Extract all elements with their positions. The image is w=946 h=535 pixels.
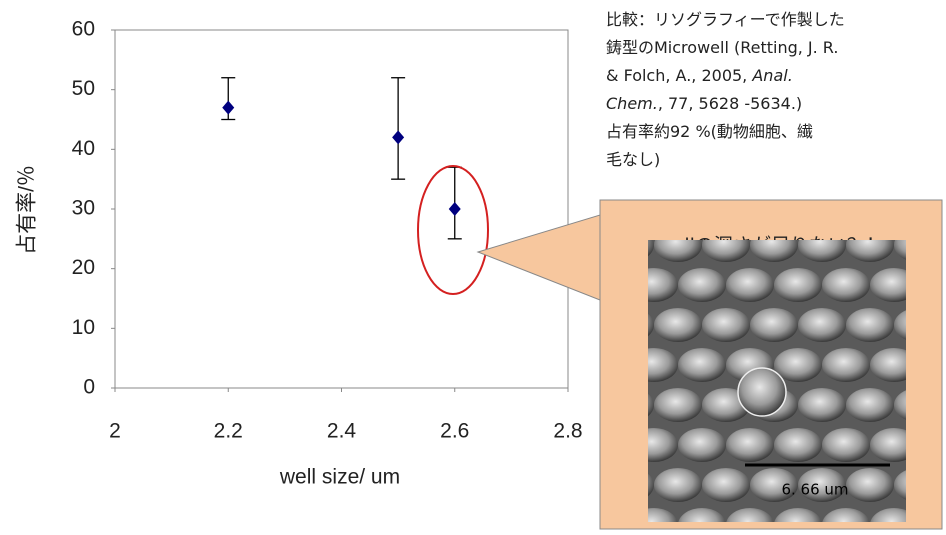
highlight-ellipse	[417, 165, 489, 295]
callout-pointer	[476, 214, 601, 301]
annotation-text: Anal.	[751, 66, 792, 85]
x-tick-label: 2.4	[327, 420, 357, 443]
y-axis-label: 占有率/％	[16, 165, 39, 255]
plot: 0 10 20 30 40 50 60 2 2.2 2.4 2.6 2.8	[72, 18, 583, 443]
y-tick-label: 40	[72, 137, 95, 160]
y-tick-label: 60	[72, 18, 95, 41]
annotation-text: , 77, 5628 -5634.)	[658, 94, 802, 113]
x-axis-label: well size/ um	[279, 466, 400, 489]
annotation-text: Chem.	[606, 94, 658, 113]
y-tick-label: 30	[72, 197, 95, 220]
x-tick-label: 2.8	[553, 420, 582, 443]
annotation-text: 鋳型のMicrowell (Retting, J. R.	[606, 38, 838, 57]
y-tick-label: 20	[72, 256, 95, 279]
sem-image: 6. 66 um	[648, 240, 906, 522]
error-bar	[391, 77, 406, 180]
point	[392, 130, 405, 145]
callout: wellの深さが足りない？！ 6. 66 um	[476, 199, 943, 530]
plot-frame	[114, 29, 569, 389]
scale-label: 6. 66 um	[781, 481, 848, 499]
annotation-text: & Folch, A., 2005,	[606, 66, 752, 85]
annotation: 比較：リソグラフィーで作製した鋳型のMicrowell (Retting, J.…	[606, 10, 845, 169]
y-tick-label: 50	[72, 77, 95, 100]
annotation-text: 比較：リソグラフィーで作製した	[606, 10, 845, 29]
point	[222, 100, 235, 115]
x-tick-label: 2.6	[440, 420, 469, 443]
y-tick-label: 10	[72, 316, 95, 339]
y-tick-label: 0	[83, 376, 95, 399]
x-tick-label: 2	[109, 420, 121, 443]
annotation-text: 毛なし)	[606, 150, 660, 169]
annotation-text: 占有率約92 %(動物細胞、繊	[606, 122, 813, 141]
point	[448, 202, 461, 216]
x-tick-label: 2.2	[214, 420, 243, 443]
